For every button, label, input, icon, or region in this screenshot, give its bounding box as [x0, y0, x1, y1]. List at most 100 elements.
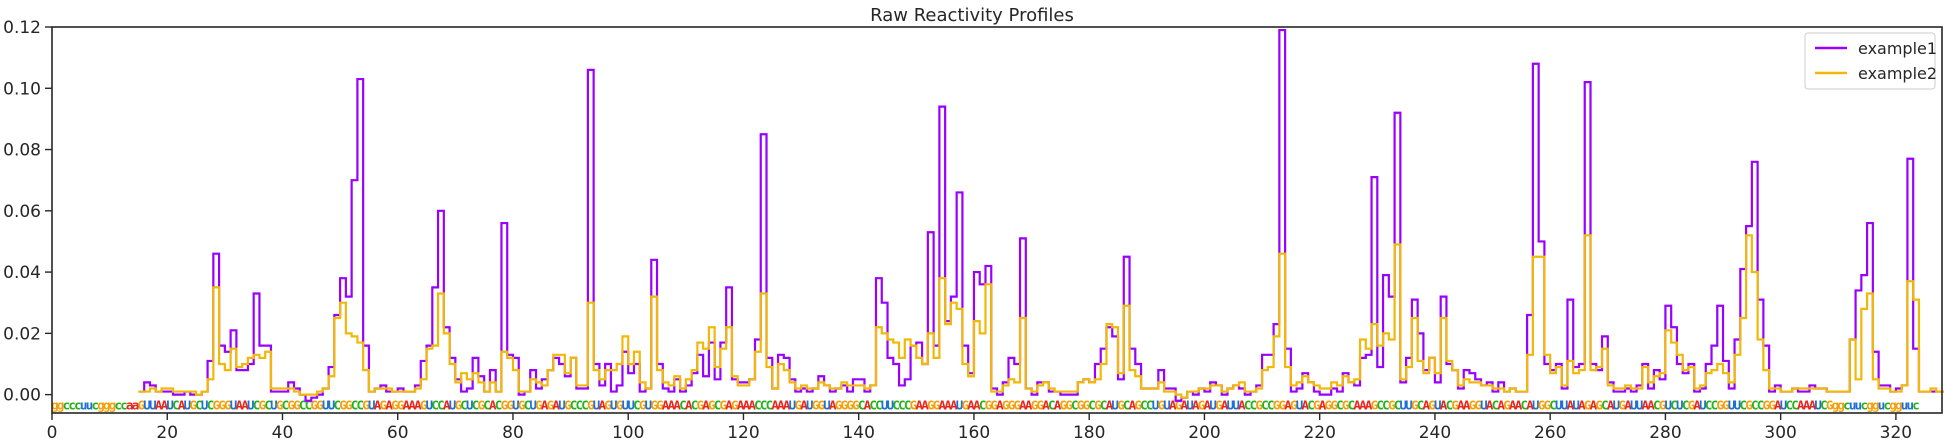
- series-line-example2: [138, 234, 1944, 399]
- nucleotide-letter: G: [224, 397, 232, 412]
- nucleotide-letter: G: [639, 397, 647, 412]
- nucleotide-letter: U: [322, 397, 330, 412]
- x-tick-label: 320: [1880, 423, 1912, 442]
- nucleotide-letter: G: [927, 397, 935, 412]
- nucleotide-letter: A: [1181, 397, 1189, 412]
- nucleotide-letter: C: [633, 397, 641, 412]
- nucleotide-letter: C: [869, 397, 877, 412]
- nucleotide-letter: C: [1786, 397, 1794, 412]
- nucleotide-letter: A: [1497, 397, 1505, 412]
- nucleotide-letter: A: [725, 397, 733, 412]
- nucleotide-letter: U: [1111, 397, 1119, 412]
- nucleotide-letter: G: [604, 397, 612, 412]
- nucleotide-letter: A: [1019, 397, 1027, 412]
- nucleotide-letter: A: [1803, 397, 1811, 412]
- nucleotide-letter: U: [1734, 397, 1742, 412]
- nucleotide-letter: G: [1768, 397, 1776, 412]
- nucleotide-letter: G: [189, 397, 197, 412]
- nucleotide-letter: A: [1526, 397, 1534, 412]
- nucleotide-letter: U: [1232, 397, 1240, 412]
- nucleotide-letter: U: [1613, 397, 1621, 412]
- nucleotide-letter: U: [627, 397, 635, 412]
- nucleotide-letter: C: [1376, 397, 1384, 412]
- nucleotide-letter: A: [1423, 397, 1431, 412]
- nucleotide-letter: U: [887, 397, 895, 412]
- nucleotide-letter: A: [1440, 397, 1448, 412]
- nucleotide-letter: g: [1866, 397, 1874, 412]
- nucleotide-letter: G: [564, 397, 572, 412]
- y-tick-label: 0.06: [3, 202, 41, 222]
- nucleotide-letter: G: [420, 397, 428, 412]
- nucleotide-letter: C: [524, 397, 532, 412]
- nucleotide-letter: A: [1515, 397, 1523, 412]
- nucleotide-letter: g: [109, 397, 117, 412]
- y-tick-label: 0.02: [3, 324, 41, 344]
- nucleotide-letter: A: [673, 397, 681, 412]
- nucleotide-letter: A: [800, 397, 808, 412]
- nucleotide-letter: C: [431, 397, 439, 412]
- x-tick-label: 20: [156, 423, 178, 442]
- nucleotide-letter: C: [1088, 397, 1096, 412]
- nucleotide-letter: G: [345, 397, 353, 412]
- nucleotide-letter: A: [161, 397, 169, 412]
- nucleotide-letter: G: [276, 397, 284, 412]
- nucleotide-letter: G: [1013, 397, 1021, 412]
- nucleotide-letter: G: [1002, 397, 1010, 412]
- nucleotide-letter: C: [1791, 397, 1799, 412]
- nucleotide-letter: C: [1100, 397, 1108, 412]
- nucleotide-letter: G: [910, 397, 918, 412]
- nucleotide-letter: U: [1780, 397, 1788, 412]
- nucleotide-letter: C: [1446, 397, 1454, 412]
- nucleotide-letter: u: [86, 397, 94, 412]
- nucleotide-letter: g: [103, 397, 111, 412]
- nucleotide-letter: C: [282, 397, 290, 412]
- nucleotide-letter: U: [806, 397, 814, 412]
- nucleotide-letter: G: [794, 397, 802, 412]
- nucleotide-letter: G: [1290, 397, 1298, 412]
- nucleotide-letter: C: [472, 397, 480, 412]
- nucleotide-letter: u: [1907, 397, 1915, 412]
- nucleotide-letter: A: [414, 397, 422, 412]
- nucleotide-letter: U: [1186, 397, 1194, 412]
- nucleotide-letter: A: [1192, 397, 1200, 412]
- nucleotide-letter: C: [1549, 397, 1557, 412]
- nucleotide-letter: C: [333, 397, 341, 412]
- nucleotide-letter: A: [1365, 397, 1373, 412]
- nucleotide-letter: G: [1618, 397, 1626, 412]
- nucleotide-letter: G: [1762, 397, 1770, 412]
- nucleotide-letter: U: [789, 397, 797, 412]
- nucleotide-letter: C: [460, 397, 468, 412]
- nucleotide-letter: U: [1480, 397, 1488, 412]
- nucleotide-letter: C: [1307, 397, 1315, 412]
- nucleotide-letter: c: [114, 397, 122, 412]
- nucleotide-letter: u: [1849, 397, 1857, 412]
- nucleotide-letter: C: [979, 397, 987, 412]
- nucleotide-letter: U: [149, 397, 157, 412]
- nucleotide-letter: A: [489, 397, 497, 412]
- nucleotide-letter: G: [518, 397, 526, 412]
- nucleotide-letter: G: [852, 397, 860, 412]
- nucleotide-letter: U: [328, 397, 336, 412]
- nucleotide-letter: A: [950, 397, 958, 412]
- nucleotide-letter: c: [91, 397, 99, 412]
- nucleotide-letter: C: [1267, 397, 1275, 412]
- nucleotide-letter: U: [512, 397, 520, 412]
- nucleotide-letter: G: [1313, 397, 1321, 412]
- nucleotide-letter: G: [218, 397, 226, 412]
- legend: example1 example2: [1804, 32, 1937, 90]
- nucleotide-letter: U: [1434, 397, 1442, 412]
- nucleotide-letter: G: [1716, 397, 1724, 412]
- x-tick-label: 260: [1534, 423, 1566, 442]
- nucleotide-letter: U: [466, 397, 474, 412]
- nucleotide-letter: C: [1601, 397, 1609, 412]
- nucleotide-letter: G: [731, 397, 739, 412]
- nucleotide-letter: A: [829, 397, 837, 412]
- nucleotide-letter: A: [1457, 397, 1465, 412]
- nucleotide-letter: U: [823, 397, 831, 412]
- nucleotide-letter: C: [1250, 397, 1258, 412]
- legend-label-example1: example1: [1858, 39, 1937, 58]
- nucleotide-letter: C: [1071, 397, 1079, 412]
- nucleotide-letter: G: [1474, 397, 1482, 412]
- nucleotide-letter: G: [397, 397, 405, 412]
- nucleotide-letter: A: [1809, 397, 1817, 412]
